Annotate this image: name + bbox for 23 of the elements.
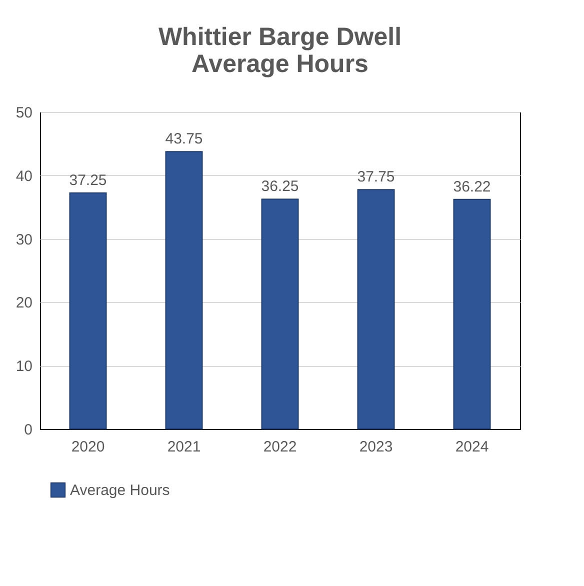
x-tick-label: 2024 [455,438,489,456]
bar [453,198,491,430]
data-label: 36.22 [453,178,491,196]
y-tick-label: 50 [16,104,32,122]
chart-title: Whittier Barge Dwell Average Hours [158,23,402,78]
bar [165,151,203,430]
x-tick-label: 2022 [263,438,297,456]
x-tick-label: 2023 [359,438,393,456]
data-label: 43.75 [165,130,203,148]
bar [357,189,395,430]
y-tick-label: 40 [16,168,32,185]
data-label: 36.25 [261,178,299,196]
y-tick-label: 10 [16,358,32,376]
legend-label: Average Hours [70,482,170,499]
y-tick-label: 0 [24,422,32,438]
x-tick-label: 2020 [71,438,105,456]
y-tick-label: 20 [16,294,32,312]
data-label: 37.25 [69,172,107,189]
bar [69,192,107,430]
y-tick-label: 30 [16,231,32,248]
x-tick-label: 2021 [167,438,201,456]
bar [261,198,299,430]
data-label: 37.75 [357,168,395,186]
